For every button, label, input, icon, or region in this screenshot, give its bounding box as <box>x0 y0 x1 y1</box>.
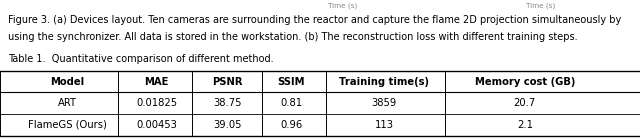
Text: Time (s): Time (s) <box>526 2 556 9</box>
Text: using the synchronizer. All data is stored in the workstation. (b) The reconstru: using the synchronizer. All data is stor… <box>8 32 577 42</box>
Text: 0.00453: 0.00453 <box>136 120 177 130</box>
Text: MAE: MAE <box>145 77 169 87</box>
Text: Training time(s): Training time(s) <box>339 77 429 87</box>
Text: 113: 113 <box>374 120 394 130</box>
Text: 0.01825: 0.01825 <box>136 98 177 108</box>
Text: 2.1: 2.1 <box>517 120 532 130</box>
Text: 38.75: 38.75 <box>213 98 241 108</box>
Text: 20.7: 20.7 <box>514 98 536 108</box>
Text: PSNR: PSNR <box>212 77 243 87</box>
Text: Table 1.  Quantitative comparison of different method.: Table 1. Quantitative comparison of diff… <box>8 54 273 64</box>
Text: Time (s): Time (s) <box>328 2 357 9</box>
Text: Memory cost (GB): Memory cost (GB) <box>475 77 575 87</box>
Text: 0.96: 0.96 <box>280 120 302 130</box>
Text: FlameGS (Ours): FlameGS (Ours) <box>28 120 107 130</box>
Text: 39.05: 39.05 <box>213 120 241 130</box>
Text: 0.81: 0.81 <box>280 98 302 108</box>
Text: Model: Model <box>50 77 84 87</box>
Text: Figure 3. (a) Devices layout. Ten cameras are surrounding the reactor and captur: Figure 3. (a) Devices layout. Ten camera… <box>8 15 621 25</box>
Text: 3859: 3859 <box>371 98 397 108</box>
Text: ART: ART <box>58 98 77 108</box>
Text: SSIM: SSIM <box>278 77 305 87</box>
